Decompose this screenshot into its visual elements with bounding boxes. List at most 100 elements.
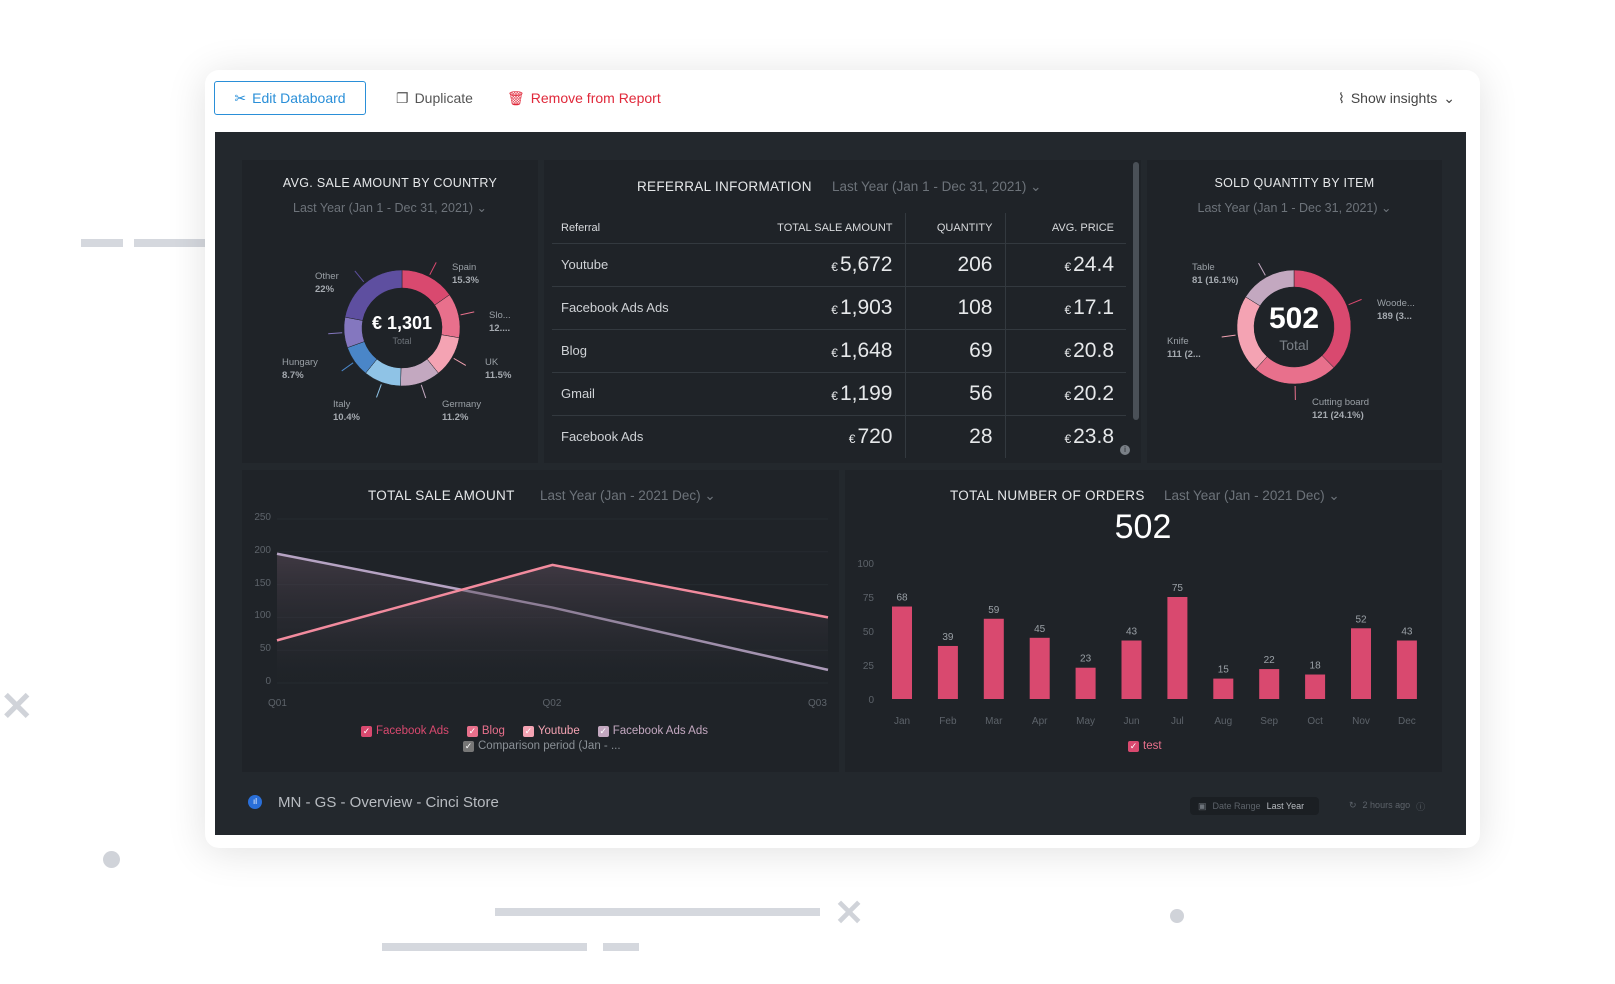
y-tick-label: 200 xyxy=(254,544,271,556)
referral-cell: Facebook Ads Ads xyxy=(552,285,719,329)
calendar-icon: ▣ xyxy=(1198,800,1207,811)
panel-title: AVG. SALE AMOUNT BY COUNTRY xyxy=(282,176,498,190)
y-tick-label: 50 xyxy=(259,643,271,655)
x-tick-label: Q01 xyxy=(268,698,287,709)
checkbox-icon: ✓ xyxy=(522,725,534,737)
referral-cell: Facebook Ads xyxy=(552,414,719,458)
legend-item[interactable]: ✓ Comparison period (Jan - ... xyxy=(463,740,621,752)
leader-line xyxy=(1221,334,1236,338)
donut-total-label: Total xyxy=(1279,337,1309,353)
date-range-dropdown[interactable]: Last Year (Jan 1 - Dec 31, 2021) ⌄ xyxy=(1197,201,1392,215)
slice-Cutting board xyxy=(1255,355,1335,385)
slice-label-wooden: Woode... 189 (3... xyxy=(1377,298,1415,322)
legend-item-test[interactable]: ✓ test xyxy=(1128,740,1162,752)
dot-decoration xyxy=(1170,909,1184,923)
referral-cell: Youtube xyxy=(552,242,719,286)
date-range-dropdown[interactable]: Last Year (Jan 1 - Dec 31, 2021) ⌄ xyxy=(293,201,487,215)
price-cell: €17.1 xyxy=(1005,285,1126,329)
column-header[interactable]: TOTAL SALE AMOUNT xyxy=(719,213,906,243)
date-range-badge[interactable]: ▣ Date Range Last Year xyxy=(1190,797,1319,815)
leader-line xyxy=(328,332,343,335)
price-cell: €20.8 xyxy=(1005,328,1126,372)
quantity-cell: 69 xyxy=(905,328,1006,372)
referral-cell: Gmail xyxy=(552,371,719,415)
edit-databoard-button[interactable]: ✂ Edit Databoard xyxy=(214,81,366,115)
slice-label-slo: Slo... 12.... xyxy=(489,310,511,334)
country-panel xyxy=(242,160,538,463)
slice-label-other: Other 22% xyxy=(315,271,339,295)
leader-line xyxy=(1258,262,1266,276)
slice-Other xyxy=(344,269,403,321)
amount-cell: €1,903 xyxy=(719,285,906,329)
table-row[interactable]: Youtube €5,672 206 €24.4 xyxy=(552,242,1126,286)
copy-icon: ❐ xyxy=(396,89,409,106)
leader-line xyxy=(341,362,354,372)
y-tick-label: 100 xyxy=(254,610,271,622)
amount-cell: €1,648 xyxy=(719,328,906,372)
databoard-name: MN - GS - Overview - Cinci Store xyxy=(278,794,499,811)
price-cell: €24.4 xyxy=(1005,242,1126,286)
orders-total: 502 xyxy=(1114,508,1172,546)
decoration xyxy=(81,239,123,247)
trash-icon: 🗑 xyxy=(507,89,525,106)
column-header[interactable]: AVG. PRICE xyxy=(1051,221,1114,234)
quantity-cell: 108 xyxy=(905,285,1006,329)
show-insights-button[interactable]: ⌇ Show insights ⌄ xyxy=(1338,89,1455,107)
quantity-cell: 56 xyxy=(905,371,1006,415)
info-icon[interactable]: i xyxy=(1120,445,1130,455)
slice-label-spain: Spain 15.3% xyxy=(452,262,479,286)
quantity-cell: 206 xyxy=(905,242,1006,286)
legend-item[interactable]: ✓ Youtube xyxy=(522,725,580,737)
slice-label-italy: Italy 10.4% xyxy=(333,399,360,423)
legend-item[interactable]: ✓ Facebook Ads Ads xyxy=(597,725,708,737)
legend-item[interactable]: ✓ Blog xyxy=(466,725,505,737)
referral-table: Referral TOTAL SALE AMOUNT QUANTITY AVG.… xyxy=(552,213,1126,458)
scrollbar[interactable] xyxy=(1133,162,1139,420)
remove-from-report-button[interactable]: 🗑 Remove from Report xyxy=(507,89,661,107)
leader-line xyxy=(460,311,475,316)
refresh-icon[interactable]: ↻ xyxy=(1349,800,1357,810)
info-icon[interactable]: ⓘ xyxy=(1416,802,1426,812)
table-row[interactable]: Facebook Ads Ads €1,903 108 €17.1 xyxy=(552,285,1126,329)
decoration xyxy=(134,239,214,247)
panel-title: TOTAL SALE AMOUNT xyxy=(368,488,515,503)
date-range-dropdown[interactable]: Last Year (Jan - 2021 Dec) ⌄ xyxy=(540,488,716,503)
slice-label-knife: Knife 111 (2... xyxy=(1167,336,1201,360)
leader-line xyxy=(420,384,427,399)
slice-label-germany: Germany 11.2% xyxy=(442,399,482,423)
table-row[interactable]: Blog €1,648 69 €20.8 xyxy=(552,328,1126,372)
checkbox-icon: ✓ xyxy=(466,725,478,737)
x-decoration-icon: ✕ xyxy=(0,685,34,729)
checkbox-icon: ✓ xyxy=(1128,740,1139,752)
leader-line xyxy=(453,357,467,366)
y-tick-label: 0 xyxy=(265,676,271,687)
leader-line xyxy=(354,270,365,283)
date-range-dropdown[interactable]: Last Year (Jan 1 - Dec 31, 2021) ⌄ xyxy=(832,179,1042,194)
price-cell: €20.2 xyxy=(1005,371,1126,415)
chevron-down-icon: ⌄ xyxy=(1443,89,1455,106)
panel-title: TOTAL NUMBER OF ORDERS xyxy=(950,488,1145,503)
orders-panel xyxy=(845,470,1442,772)
country-donut-chart xyxy=(328,262,475,399)
quantity-cell: 28 xyxy=(905,414,1006,458)
y-tick-label: 150 xyxy=(254,577,271,589)
duplicate-button[interactable]: ❐ Duplicate xyxy=(396,89,473,107)
x-tick-label: Q03 xyxy=(808,698,827,709)
leader-line xyxy=(376,384,382,398)
last-updated: ↻ 2 hours ago ⓘ xyxy=(1349,800,1426,812)
checkbox-icon: ✓ xyxy=(361,725,372,737)
referral-cell: Blog xyxy=(552,328,719,372)
y-tick-label: 250 xyxy=(254,512,271,523)
items-panel xyxy=(1147,160,1442,463)
decoration xyxy=(495,908,820,916)
donut-total: € 1,301 xyxy=(371,313,433,333)
table-row[interactable]: Facebook Ads €720 28 €23.8 xyxy=(552,414,1126,458)
legend-item[interactable]: ✓ Facebook Ads xyxy=(361,725,449,737)
date-range-dropdown[interactable]: Last Year (Jan - 2021 Dec) ⌄ xyxy=(1164,488,1340,503)
column-header[interactable]: Referral xyxy=(561,221,601,234)
checkbox-icon: ✓ xyxy=(463,740,474,752)
table-row[interactable]: Gmail €1,199 56 €20.2 xyxy=(552,371,1126,415)
column-header[interactable]: QUANTITY xyxy=(905,213,1006,243)
decoration xyxy=(603,943,639,951)
pulse-icon: ⌇ xyxy=(1338,89,1345,106)
